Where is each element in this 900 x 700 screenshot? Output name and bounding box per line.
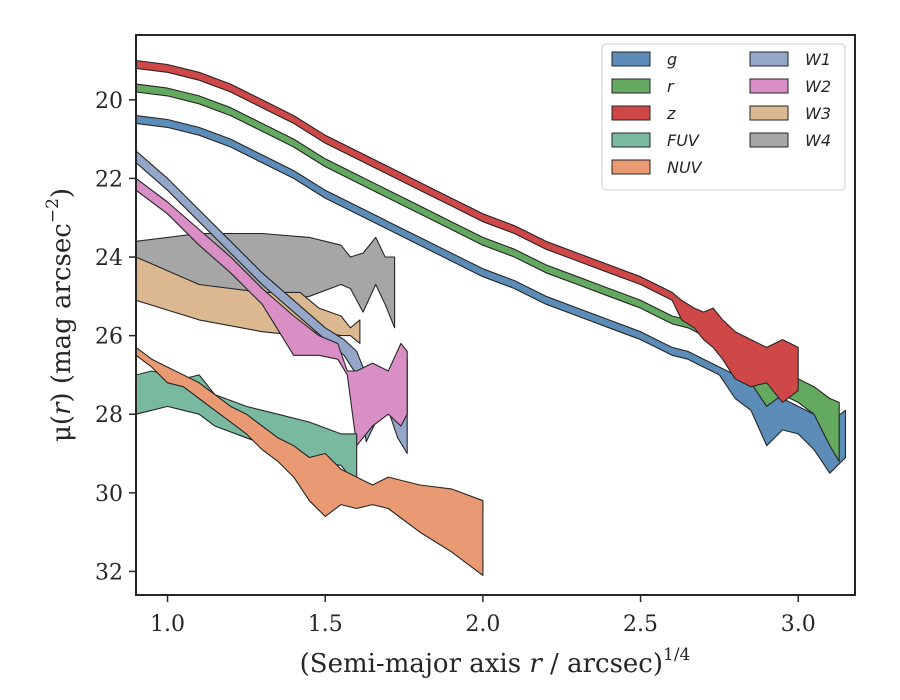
legend-label-w3: W3 — [805, 104, 831, 123]
y-tick-label: 28 — [95, 403, 123, 428]
y-tick-label: 22 — [95, 167, 123, 192]
legend-swatch-fuv — [611, 132, 651, 148]
x-axis-title-main: (Semi-major axis — [300, 649, 530, 679]
data-bands — [136, 59, 847, 576]
x-tick-label: 2.5 — [623, 612, 658, 637]
x-axis-title-var: r — [529, 649, 543, 679]
x-tick-label: 1.0 — [150, 612, 185, 637]
y-tick-label: 32 — [95, 560, 123, 585]
legend-swatch-w3 — [749, 105, 789, 121]
band-nuv — [136, 346, 484, 576]
legend-swatch-w2 — [749, 78, 789, 94]
y-axis-title-close: ) — [47, 188, 77, 198]
band-w3 — [136, 256, 361, 345]
y-tick-label: 30 — [95, 482, 123, 507]
legend-label-w1: W1 — [805, 50, 831, 69]
x-axis-title-exponent: 1/4 — [663, 645, 690, 665]
y-tick-label: 26 — [95, 325, 123, 350]
legend-swatch-z — [611, 105, 651, 121]
legend: grz FUV NUV W1 W2 W3 W4 — [601, 43, 846, 191]
x-tick-label: 1.5 — [308, 612, 343, 637]
legend-swatch-w4 — [749, 132, 789, 148]
x-axis-ticks: 1.0 1.5 2.0 2.5 3.0 — [150, 595, 816, 637]
legend-label-fuv: FUV — [667, 131, 700, 150]
y-axis-title-exponent: −2 — [43, 198, 63, 223]
y-axis-ticks: 20 22 24 26 28 30 32 — [95, 89, 136, 585]
y-tick-label: 24 — [95, 246, 123, 271]
x-axis-title-rest: / arcsec) — [542, 649, 663, 679]
legend-swatch-nuv — [611, 159, 651, 175]
band-w1 — [136, 150, 408, 455]
legend-label-r: r — [667, 77, 675, 96]
y-tick-label: 20 — [95, 89, 123, 114]
band-g — [136, 115, 847, 474]
y-axis-title-post: ) (mag arcsec — [47, 223, 77, 402]
legend-label-w2: W2 — [805, 77, 831, 96]
x-axis-title: (Semi-major axis r / arcsec)1/4 — [300, 645, 691, 679]
legend-label-nuv: NUV — [667, 158, 703, 177]
legend-swatch-g — [611, 51, 651, 67]
x-tick-label: 2.0 — [465, 612, 500, 637]
plot-frame — [135, 34, 856, 596]
x-tick-label: 3.0 — [781, 612, 816, 637]
legend-label-z: z — [666, 104, 676, 123]
band-w2 — [136, 177, 408, 447]
legend-label-w4: W4 — [805, 131, 831, 150]
y-axis-title-pre: μ( — [47, 415, 77, 442]
legend-swatch-r — [611, 78, 651, 94]
band-z — [136, 59, 799, 403]
legend-label-g: g — [667, 50, 677, 69]
band-r — [136, 83, 840, 462]
legend-swatch-w1 — [749, 51, 789, 67]
y-axis-title-var: r — [47, 401, 77, 415]
y-axis-title: μ(r) (mag arcsec−2) — [43, 188, 77, 442]
